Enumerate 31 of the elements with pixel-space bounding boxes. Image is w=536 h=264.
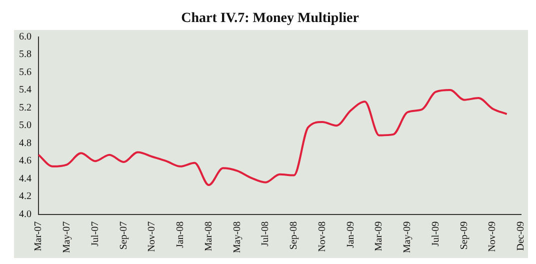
x-tick-label: Nov-07 [146, 221, 158, 252]
x-tick-label: Jul-09 [430, 221, 442, 246]
x-tick-label: Jan-08 [175, 221, 186, 248]
y-tick-label: 4.4 [19, 173, 32, 184]
y-tick-label: 4.6 [19, 156, 32, 167]
y-tick-label: 4.0 [19, 208, 32, 220]
y-tick-label: 5.2 [19, 102, 32, 114]
y-tick-label: 4.8 [19, 138, 32, 149]
x-tick-label: Sep-08 [288, 221, 300, 250]
x-tick-label: Jul-08 [260, 221, 272, 246]
y-tick-label: 5.4 [19, 84, 32, 96]
x-tick-label: Jan-09 [345, 221, 356, 248]
x-tick-label: Nov-09 [487, 221, 498, 252]
x-tick-label: Dec-09 [516, 221, 527, 251]
x-tick-label: May-08 [232, 221, 243, 254]
x-tick-label: Mar-07 [33, 221, 44, 252]
line-series [38, 89, 508, 186]
y-tick-label: 6.0 [19, 31, 32, 42]
y-tick-label: 5.8 [19, 49, 32, 60]
chart-title: Chart IV.7: Money Multiplier [181, 11, 359, 26]
x-tick-label: Jul-07 [90, 221, 101, 246]
x-tick-label: Sep-09 [458, 221, 470, 250]
x-tick-label: Mar-08 [203, 221, 214, 252]
y-tick-label: 5.6 [19, 66, 32, 78]
y-tick-label: 4.2 [19, 191, 32, 202]
x-tick-label: Sep-07 [118, 221, 130, 250]
x-tick-label: Mar-09 [374, 221, 385, 252]
x-tick-label: May-09 [402, 221, 414, 254]
x-tick-label: Nov-08 [316, 221, 328, 252]
x-tick-label: May-07 [62, 221, 73, 254]
y-tick-label: 5.0 [19, 120, 32, 132]
